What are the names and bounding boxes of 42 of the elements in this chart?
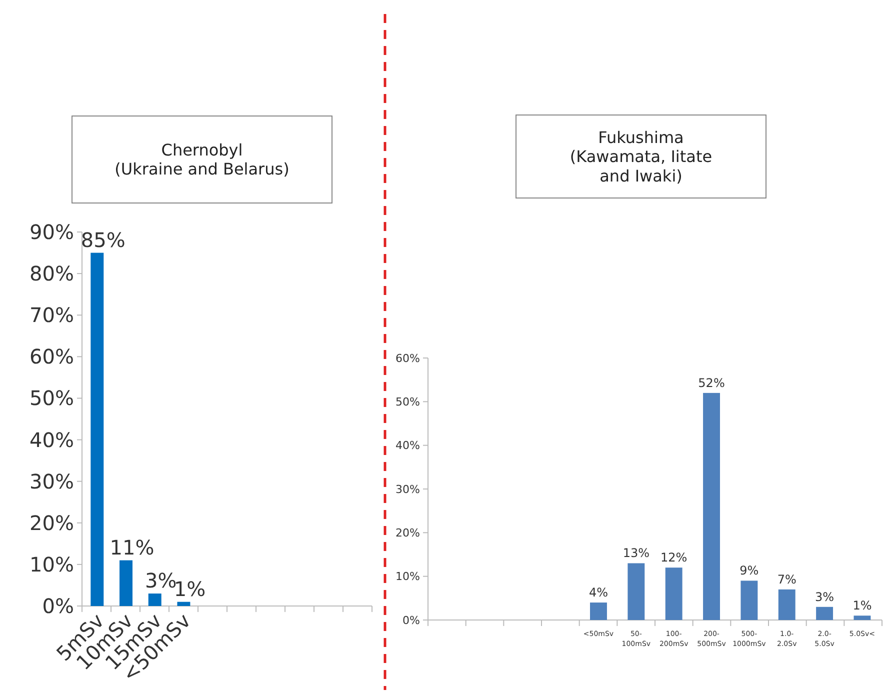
data-label: 3%	[815, 590, 834, 604]
bar	[177, 602, 190, 606]
data-label: 85%	[80, 228, 126, 252]
data-label: 3%	[144, 568, 177, 593]
bar	[703, 392, 720, 620]
data-label: 1%	[852, 598, 872, 613]
chart-title: Fukushima (Kawamata, Iitate and Iwaki)	[570, 128, 712, 186]
y-tick-label: 30%	[30, 469, 74, 494]
y-tick-label: 20%	[396, 526, 420, 540]
bar	[590, 602, 607, 620]
data-label: 11%	[110, 535, 154, 560]
y-tick-label: 50%	[396, 396, 420, 409]
y-tick-label: 40%	[396, 439, 420, 452]
y-tick-label: 40%	[30, 428, 74, 452]
y-tick-label: 0%	[42, 594, 74, 618]
y-tick-label: 90%	[30, 220, 74, 244]
data-label: 9%	[740, 564, 759, 578]
data-label: 12%	[660, 550, 688, 565]
bar	[740, 580, 758, 620]
y-tick-label: 50%	[30, 386, 74, 410]
bar	[854, 616, 871, 620]
y-tick-label: 10%	[396, 570, 420, 584]
data-label: 13%	[622, 546, 650, 560]
y-tick-label: 70%	[30, 303, 74, 328]
bar	[665, 568, 682, 620]
bar	[148, 594, 162, 606]
data-label: 52%	[698, 376, 725, 390]
y-tick-label: 20%	[30, 510, 74, 535]
y-tick-label: 60%	[396, 352, 420, 365]
bar	[778, 589, 796, 620]
data-label: 7%	[777, 572, 796, 586]
bar	[816, 606, 834, 620]
y-tick-label: 10%	[30, 552, 74, 576]
y-tick-label: 80%	[30, 262, 74, 286]
bar	[628, 563, 645, 620]
y-tick-label: 0%	[402, 614, 420, 627]
y-tick-label: 60%	[30, 344, 74, 369]
bar	[120, 560, 132, 606]
chart-title: Chernobyl (Ukraine and Belarus)	[114, 140, 290, 179]
bar	[90, 252, 104, 606]
data-label: 4%	[588, 586, 608, 600]
y-tick-label: 30%	[396, 482, 420, 496]
